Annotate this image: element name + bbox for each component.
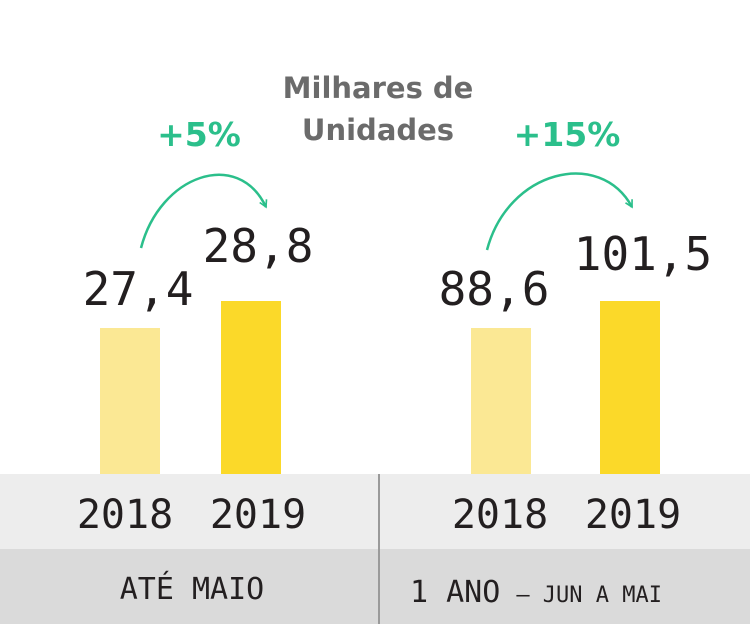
- value-label-ate-maio-2018: 27,4: [83, 262, 194, 316]
- period-label-ate-maio: ATÉ MAIO: [120, 571, 265, 607]
- year-label-1-ano-2018: 2018: [452, 492, 548, 538]
- period-label-1-ano-main: 1 ANO: [410, 575, 500, 610]
- growth-arrow-1-ano: [485, 172, 634, 251]
- year-label-ate-maio-2019: 2019: [210, 492, 306, 538]
- growth-label-1-ano: +15%: [514, 115, 621, 154]
- bar-1-ano-2019: [600, 301, 660, 474]
- bar-ate-maio-2019: [221, 301, 281, 474]
- unit-label-line-1: Milhares de: [283, 71, 474, 105]
- value-label-1-ano-2019: 101,5: [574, 227, 712, 281]
- unit-label-line-2: Unidades: [302, 113, 454, 147]
- year-band: [0, 474, 750, 549]
- growth-arrow-ate-maio: [139, 173, 266, 249]
- value-label-ate-maio-2019: 28,8: [203, 219, 314, 273]
- value-label-1-ano-2018: 88,6: [439, 262, 550, 316]
- year-label-ate-maio-2018: 2018: [77, 492, 173, 538]
- year-label-1-ano-2019: 2019: [585, 492, 681, 538]
- bar-ate-maio-2018: [100, 328, 160, 474]
- growth-label-ate-maio: +5%: [157, 115, 241, 154]
- period-label-1-ano: 1 ANO – JUN A MAI: [410, 575, 662, 610]
- period-band: [0, 549, 750, 624]
- bar-1-ano-2018: [471, 328, 531, 474]
- period-label-1-ano-suffix: – JUN A MAI: [516, 583, 662, 608]
